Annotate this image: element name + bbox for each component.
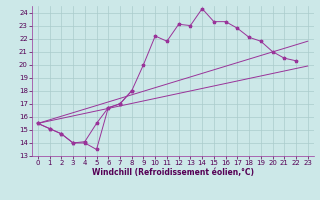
X-axis label: Windchill (Refroidissement éolien,°C): Windchill (Refroidissement éolien,°C) <box>92 168 254 177</box>
